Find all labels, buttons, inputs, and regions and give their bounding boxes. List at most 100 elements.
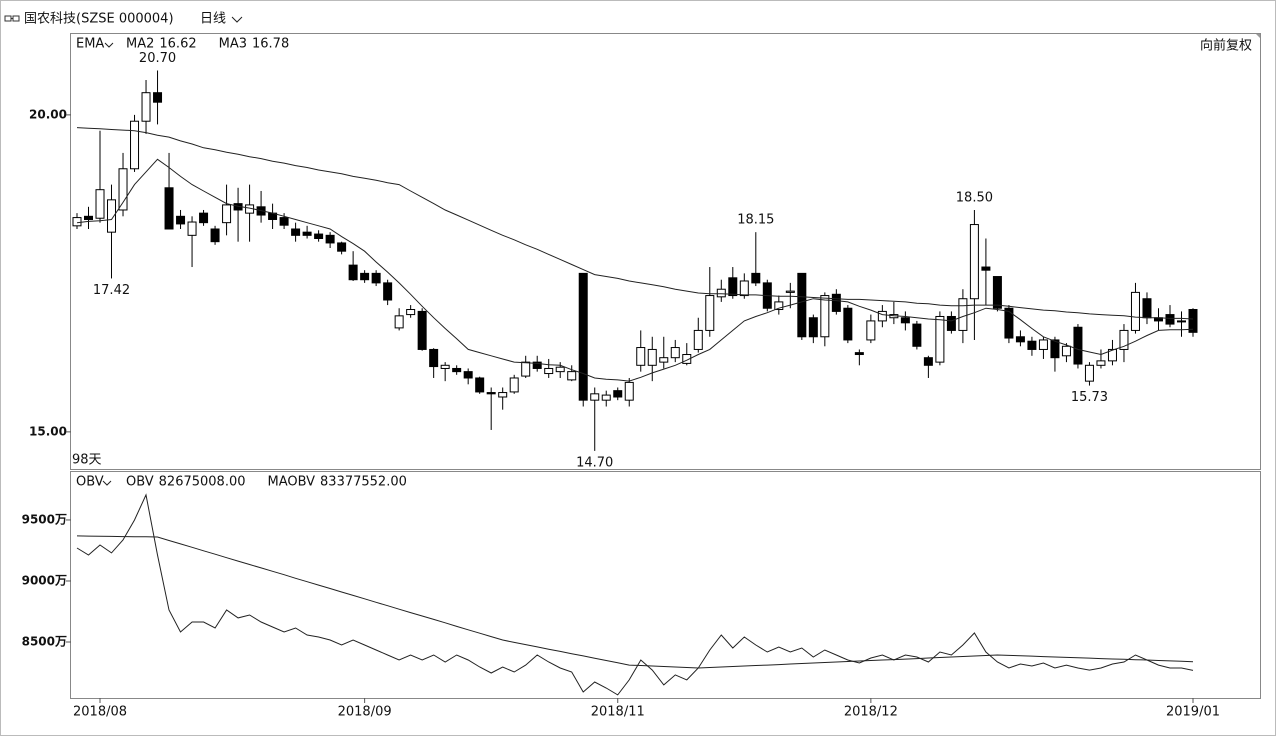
candle-body (981, 266, 991, 271)
candle-body (463, 371, 473, 379)
candle-body (153, 92, 163, 103)
candle-body (164, 187, 174, 230)
candle-body (1004, 307, 1014, 339)
candle-body (429, 348, 439, 368)
legend-name: OBV (126, 475, 154, 490)
candle-body (716, 288, 726, 298)
candle-body (279, 217, 289, 226)
candle-body (590, 393, 600, 401)
candle-body (72, 217, 82, 227)
candle-body (670, 347, 680, 359)
candle-body (95, 189, 105, 219)
candle-body (187, 221, 197, 236)
candle-body (521, 361, 531, 377)
candle-body (693, 329, 703, 350)
candle-body (532, 361, 542, 369)
legend-value: 16.62 (159, 37, 196, 52)
candle-body (946, 315, 956, 331)
legend-value: 16.78 (252, 37, 289, 52)
candle-body (958, 298, 968, 331)
candle-body (1107, 348, 1117, 362)
candle-body (866, 320, 876, 341)
candle-body (475, 377, 485, 393)
candle-body (440, 364, 450, 369)
indicator-selector[interactable]: EMA (76, 37, 104, 52)
candle-body (820, 295, 830, 338)
candle-body (130, 120, 140, 170)
candle-body (636, 347, 646, 366)
candle-body (1188, 309, 1198, 333)
x-tick-label: 2018/08 (73, 705, 127, 720)
candle-body (84, 215, 94, 220)
legend-name: MA2 (126, 37, 154, 52)
candle-body (843, 307, 853, 341)
candle-body (176, 215, 186, 225)
corner-marker (1256, 34, 1260, 38)
obv-dropdown-arrow[interactable] (102, 480, 112, 486)
candle-body (291, 228, 301, 236)
candle-body (877, 310, 887, 322)
price-annotation: 18.15 (737, 213, 774, 228)
candle-body (1176, 320, 1186, 323)
legend-name: MA3 (219, 37, 247, 52)
y-tick-label: 8500万 (22, 634, 67, 648)
price-annotation: 15.73 (1071, 390, 1108, 405)
candle-body (498, 392, 508, 398)
candle-body (1038, 339, 1048, 350)
candle-body (544, 367, 554, 375)
price-annotation: 18.50 (956, 190, 993, 205)
candle-body (647, 348, 657, 366)
y-tick-label: 9000万 (22, 573, 67, 587)
candle-body (774, 301, 784, 311)
indicator-line (76, 158, 1194, 382)
candle-body (613, 390, 623, 398)
candle-body (1084, 364, 1094, 382)
adjust-mode[interactable]: 向前复权 (1200, 38, 1252, 54)
candle-body (969, 224, 979, 300)
candle-body (659, 357, 669, 363)
period-dropdown-arrow[interactable] (231, 16, 243, 23)
indicator-dropdown-arrow[interactable] (104, 42, 114, 48)
y-tick-label: 20.00 (29, 107, 67, 121)
stock-title[interactable]: 国农科技(SZSE 000004) (24, 12, 174, 27)
candle-body (406, 309, 416, 316)
candle-body (199, 212, 209, 224)
candle-body (682, 354, 692, 364)
candle-body (854, 352, 864, 356)
candle-body (1027, 340, 1037, 350)
y-tick-label: 15.00 (29, 424, 67, 438)
legend-value: 83377552.00 (320, 475, 407, 490)
period-selector[interactable]: 日线 (200, 12, 226, 27)
x-tick-label: 2018/09 (338, 705, 392, 720)
indicator-line (76, 493, 1194, 696)
candle-body (785, 290, 795, 293)
candle-body (222, 204, 232, 224)
candle-body (1130, 291, 1140, 331)
price-annotation: 17.42 (93, 283, 130, 298)
candle-body (1015, 336, 1025, 343)
candle-body (808, 317, 818, 338)
candle-body (337, 242, 347, 252)
candle-body (624, 381, 634, 401)
candle-body (1050, 339, 1060, 359)
candle-body (360, 272, 370, 281)
candle-body (1142, 298, 1152, 319)
legend-value: 82675008.00 (159, 475, 246, 490)
candle-body (302, 231, 312, 236)
candle-body (797, 272, 807, 338)
price-annotation: 14.70 (576, 455, 613, 470)
price-annotation: 20.70 (139, 51, 176, 66)
candle-body (394, 315, 404, 329)
candle-body (739, 280, 749, 297)
candle-body (348, 264, 358, 281)
day-span: 98天 (72, 453, 102, 468)
obv-indicator-selector[interactable]: OBV (76, 475, 104, 490)
candle-body (751, 272, 761, 284)
candle-body (383, 282, 393, 301)
x-tick-label: 2018/12 (844, 705, 898, 720)
candle-body (1165, 314, 1175, 325)
candle-body (935, 315, 945, 363)
candle-body (992, 276, 1002, 309)
